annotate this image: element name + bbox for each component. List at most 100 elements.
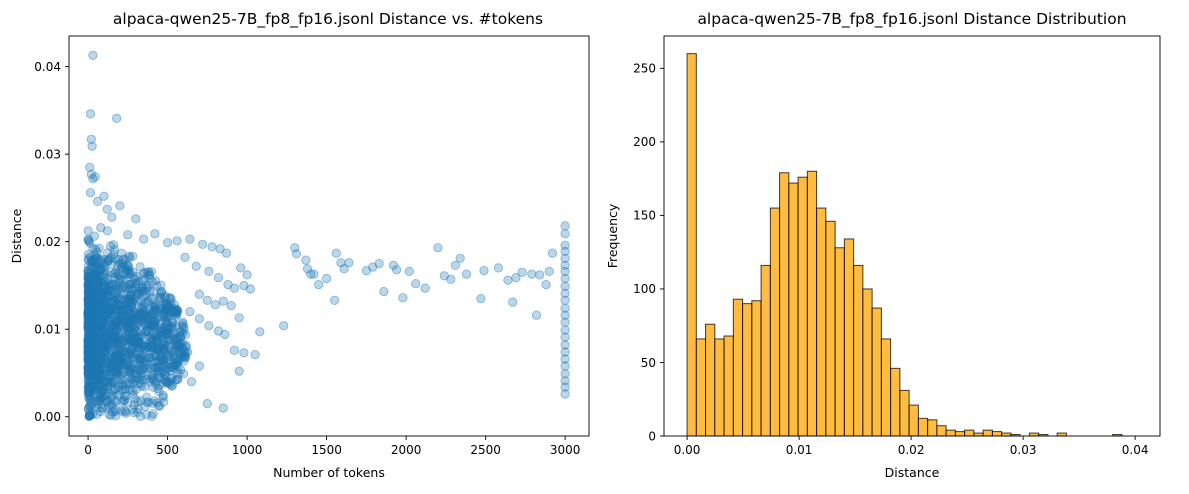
scatter-point xyxy=(83,346,93,356)
scatter-point xyxy=(84,307,94,318)
scatter-point xyxy=(88,346,98,356)
scatter-point xyxy=(85,304,95,314)
scatter-point xyxy=(155,293,166,303)
scatter-point xyxy=(144,353,154,363)
scatter-point xyxy=(125,384,135,395)
scatter-point xyxy=(159,312,169,322)
scatter-point xyxy=(84,278,94,288)
scatter-point xyxy=(106,359,116,369)
scatter-point xyxy=(98,254,108,264)
scatter-point xyxy=(120,384,130,394)
scatter-point xyxy=(125,334,135,344)
scatter-y-tick-label: 0.00 xyxy=(34,410,61,424)
histogram-axes-frame xyxy=(663,35,1161,437)
scatter-point xyxy=(89,324,99,334)
scatter-point xyxy=(115,300,125,310)
scatter-point xyxy=(102,226,113,236)
scatter-point xyxy=(170,360,180,370)
scatter-point xyxy=(90,331,101,342)
scatter-point xyxy=(127,345,137,355)
scatter-point xyxy=(180,352,190,362)
scatter-point xyxy=(83,362,93,372)
scatter-point xyxy=(450,260,460,270)
scatter-point xyxy=(175,337,185,348)
scatter-point xyxy=(93,395,103,405)
scatter-point xyxy=(139,310,149,321)
scatter-point xyxy=(120,333,130,343)
scatter-point xyxy=(133,315,143,325)
scatter-point xyxy=(89,291,100,301)
scatter-point xyxy=(98,301,109,311)
scatter-point xyxy=(85,309,95,319)
scatter-point xyxy=(96,255,107,266)
scatter-point xyxy=(117,318,127,328)
scatter-point xyxy=(84,393,94,403)
scatter-point xyxy=(99,348,109,358)
scatter-point xyxy=(168,357,179,367)
scatter-point xyxy=(101,338,111,348)
scatter-point xyxy=(178,317,188,327)
scatter-point xyxy=(96,382,106,392)
scatter-point xyxy=(112,368,123,378)
scatter-point xyxy=(151,379,161,389)
scatter-point xyxy=(101,282,111,292)
scatter-point xyxy=(87,313,97,323)
scatter-point xyxy=(145,377,155,387)
scatter-point xyxy=(86,305,96,315)
scatter-point xyxy=(145,341,156,351)
scatter-point xyxy=(83,272,93,283)
scatter-point xyxy=(162,316,172,326)
scatter-point xyxy=(131,289,141,299)
scatter-point xyxy=(88,297,98,307)
scatter-point xyxy=(83,368,93,378)
scatter-point xyxy=(181,348,191,358)
scatter-point xyxy=(141,334,151,344)
scatter-point xyxy=(85,280,95,290)
scatter-point xyxy=(173,341,183,351)
scatter-point xyxy=(83,373,94,384)
scatter-point xyxy=(104,317,114,328)
scatter-point xyxy=(83,363,93,374)
scatter-point xyxy=(178,319,188,329)
scatter-point xyxy=(83,334,94,345)
scatter-point xyxy=(83,298,94,308)
scatter-point xyxy=(178,328,188,338)
scatter-point xyxy=(91,270,102,280)
scatter-point xyxy=(85,396,96,406)
scatter-point xyxy=(132,309,142,319)
scatter-point xyxy=(172,335,182,345)
scatter-point xyxy=(85,339,96,349)
scatter-point xyxy=(130,375,140,386)
scatter-point xyxy=(83,353,93,363)
scatter-point xyxy=(158,378,168,388)
scatter-point xyxy=(84,276,94,287)
scatter-point xyxy=(84,324,94,334)
scatter-point xyxy=(162,299,172,309)
scatter-point xyxy=(83,369,93,379)
scatter-point xyxy=(146,374,156,384)
scatter-point xyxy=(83,345,94,355)
scatter-point xyxy=(146,342,156,352)
scatter-point xyxy=(95,406,106,417)
scatter-point xyxy=(85,353,95,363)
scatter-point xyxy=(115,299,125,309)
scatter-point xyxy=(94,243,104,253)
scatter-point xyxy=(95,299,105,310)
scatter-point xyxy=(131,321,141,331)
histogram-bar xyxy=(917,417,929,437)
scatter-point xyxy=(93,357,104,367)
scatter-point xyxy=(90,359,100,369)
scatter-point xyxy=(106,305,116,315)
scatter-point xyxy=(168,334,178,344)
scatter-point xyxy=(141,326,152,337)
scatter-point xyxy=(185,234,195,244)
scatter-point xyxy=(455,253,465,263)
scatter-point xyxy=(146,342,156,352)
scatter-point xyxy=(121,407,131,417)
scatter-point xyxy=(108,326,118,337)
scatter-point xyxy=(142,374,152,384)
histogram-panel: alpaca-qwen25-7B_fp8_fp16.jsonl Distance… xyxy=(605,10,1161,480)
scatter-point xyxy=(111,288,122,299)
scatter-point xyxy=(154,368,164,378)
scatter-point xyxy=(97,290,107,300)
